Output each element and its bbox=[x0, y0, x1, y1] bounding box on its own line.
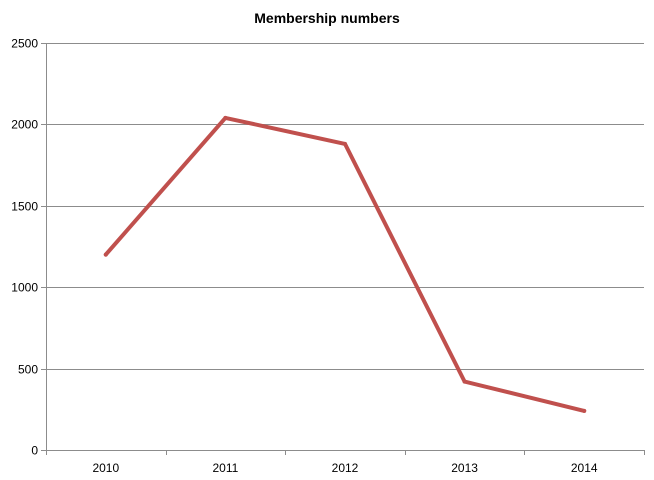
x-tick-label: 2012 bbox=[332, 461, 359, 475]
series-line bbox=[103, 115, 587, 413]
axes bbox=[46, 43, 644, 451]
x-tick-label: 2013 bbox=[451, 461, 478, 475]
series-layer bbox=[103, 115, 587, 413]
x-tick-label: 2011 bbox=[212, 461, 238, 475]
gridlines bbox=[46, 43, 644, 370]
y-tick-label: 500 bbox=[18, 363, 38, 377]
x-axis-ticks: 2010 2011 2012 2013 2014 bbox=[46, 450, 645, 475]
y-tick-label: 2500 bbox=[11, 37, 38, 51]
y-tick-label: 1000 bbox=[11, 281, 38, 295]
data-point bbox=[343, 141, 347, 146]
y-tick-label: 0 bbox=[31, 444, 38, 458]
x-tick-label: 2010 bbox=[92, 461, 119, 475]
data-point bbox=[462, 379, 467, 384]
data-point bbox=[103, 252, 108, 257]
y-tick-label: 2000 bbox=[11, 118, 38, 132]
x-tick-label: 2014 bbox=[571, 461, 598, 475]
y-axis-ticks: 0 500 1000 1500 2000 2500 bbox=[11, 37, 46, 458]
data-point bbox=[582, 408, 587, 413]
data-point bbox=[223, 115, 228, 120]
y-tick-label: 1500 bbox=[11, 200, 38, 214]
chart-title: Membership numbers bbox=[254, 10, 400, 26]
